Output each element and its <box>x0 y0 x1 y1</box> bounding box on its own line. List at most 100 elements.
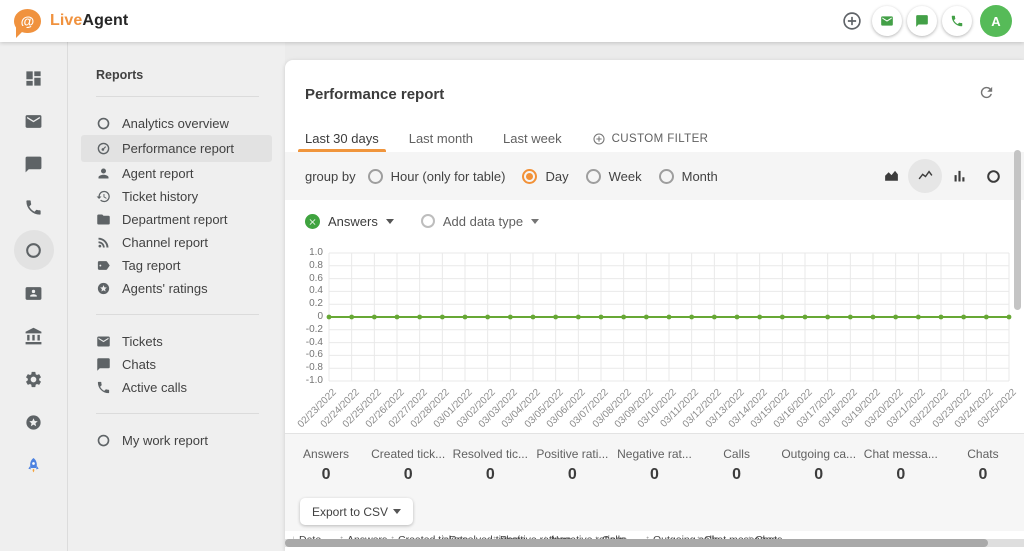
tab-last-30-days[interactable]: Last 30 days <box>298 125 386 152</box>
remove-series-button[interactable] <box>305 213 320 229</box>
stat-calls: Calls 0 <box>696 447 778 484</box>
star-circle-icon <box>24 413 43 432</box>
stat-value: 0 <box>485 466 495 483</box>
horizontal-scrollbar-thumb[interactable] <box>285 539 988 547</box>
sidebar-item-chats[interactable]: Chats <box>81 353 272 376</box>
radio-month[interactable]: Month <box>658 168 718 184</box>
tab-custom-filter[interactable]: CUSTOM FILTER <box>592 125 709 152</box>
sidebar-item-department-report[interactable]: Department report <box>81 208 272 231</box>
series-chip-label[interactable]: Answers <box>328 213 378 229</box>
radio-label: Day <box>545 168 569 184</box>
tab-label: CUSTOM FILTER <box>611 132 709 145</box>
rail-item-tickets[interactable] <box>14 101 54 141</box>
stat-value: 0 <box>650 466 659 483</box>
rail-item-calls[interactable] <box>14 187 54 227</box>
stat-outgoing-calls: Outgoing ca... 0 <box>778 447 860 484</box>
tab-last-week[interactable]: Last week <box>503 131 562 146</box>
refresh-button[interactable] <box>978 84 998 104</box>
radio-week[interactable]: Week <box>585 168 642 184</box>
radio-icon[interactable] <box>367 168 383 184</box>
y-axis-tick-label: 0.8 <box>309 259 323 271</box>
sidebar-item-tag-report[interactable]: Tag report <box>81 254 272 277</box>
rail-item-company[interactable] <box>14 316 54 356</box>
rail-item-dashboard[interactable] <box>14 58 54 98</box>
user-avatar[interactable]: A <box>980 5 1012 37</box>
topbar-actions: A <box>837 5 1012 37</box>
chevron-down-icon[interactable] <box>385 218 394 224</box>
summary-stats-band: Answers 0 Created tick... 0 Resolved tic..… <box>285 433 1024 531</box>
sidebar-item-tickets[interactable]: Tickets <box>81 330 272 353</box>
create-new-button[interactable] <box>837 6 867 36</box>
sidebar-item-label: Analytics overview <box>122 116 229 131</box>
ring-icon <box>96 433 111 448</box>
radio-day[interactable]: Day <box>522 168 569 184</box>
y-axis-tick-label: 0 <box>317 311 323 322</box>
divider <box>96 96 259 97</box>
stat-value: 0 <box>567 466 577 483</box>
envelope-icon <box>880 14 894 28</box>
add-data-type-button[interactable]: Add data type <box>420 214 540 229</box>
rail-item-reports[interactable] <box>13 230 54 270</box>
stat-label: Resolved tic... <box>452 447 528 461</box>
gauge-icon <box>96 141 111 156</box>
bar-chart-button[interactable] <box>942 159 976 193</box>
radio-selected-icon[interactable] <box>522 168 538 184</box>
new-ticket-button[interactable] <box>872 6 902 36</box>
sidebar-item-my-work-report[interactable]: My work report <box>81 429 272 452</box>
sidebar-item-active-calls[interactable]: Active calls <box>81 376 272 399</box>
stat-label: Negative rat... <box>617 447 692 461</box>
sidebar-item-agent-report[interactable]: Agent report <box>81 162 272 185</box>
vertical-scrollbar-thumb[interactable] <box>1014 150 1021 310</box>
envelope-icon <box>24 112 43 131</box>
sidebar-item-channel-report[interactable]: Channel report <box>81 231 272 254</box>
stat-label: Calls <box>723 447 750 461</box>
stat-chat-messages: Chat messa... 0 <box>860 447 942 484</box>
sidebar-item-label: Performance report <box>122 141 234 156</box>
sidebar-item-label: Department report <box>122 212 228 227</box>
close-icon <box>308 217 317 226</box>
sidebar-item-label: Tag report <box>122 258 181 273</box>
line-chart-button[interactable] <box>908 159 942 193</box>
gear-icon <box>24 370 43 389</box>
stat-answers: Answers 0 <box>285 447 367 484</box>
plus-circle-icon <box>592 132 606 146</box>
sidebar-item-ticket-history[interactable]: Ticket history <box>81 185 272 208</box>
tab-last-month[interactable]: Last month <box>408 131 474 146</box>
reports-ring-icon <box>24 241 43 260</box>
new-call-button[interactable] <box>942 6 972 36</box>
export-to-csv-button[interactable]: Export to CSV <box>300 498 414 525</box>
sidebar-item-label: Active calls <box>122 380 188 395</box>
dashboard-grid-icon <box>24 69 43 88</box>
brand-name: LiveAgent <box>50 12 128 30</box>
sidebar-item-label: Ticket history <box>122 189 199 204</box>
rail-item-gamification[interactable] <box>14 402 54 442</box>
stat-label: Created tick... <box>371 447 446 461</box>
rail-item-getting-started[interactable] <box>14 445 54 485</box>
chart-plot <box>326 252 1012 382</box>
chart-x-axis: 02/23/2022 02/24/2022 02/25/2022 02/26/2022… <box>296 385 1019 435</box>
rail-item-chats[interactable] <box>14 144 54 184</box>
area-chart-button[interactable] <box>874 159 908 193</box>
radio-icon[interactable] <box>585 168 601 184</box>
sidebar-item-label: My work report <box>122 433 208 448</box>
rail-item-settings[interactable] <box>14 359 54 399</box>
divider <box>96 413 259 414</box>
horizontal-scrollbar[interactable] <box>285 539 1024 547</box>
y-axis-tick-label: 0.2 <box>309 298 323 310</box>
rail-item-contacts[interactable] <box>14 273 54 313</box>
stat-label: Chats <box>967 447 999 461</box>
y-axis-tick-label: -0.4 <box>305 336 323 348</box>
y-axis-tick-label: -1.0 <box>305 375 323 386</box>
icon-rail <box>0 42 68 551</box>
sidebar-item-agents-ratings[interactable]: Agents' ratings <box>81 277 272 300</box>
sidebar-item-analytics-overview[interactable]: Analytics overview <box>81 112 272 135</box>
radio-hour[interactable]: Hour (only for table) <box>367 168 505 184</box>
area-chart-icon <box>883 168 900 185</box>
series-legend-row: Answers Add data type <box>305 210 540 232</box>
stat-label: Outgoing ca... <box>781 447 857 461</box>
donut-chart-button[interactable] <box>976 159 1010 193</box>
radio-icon[interactable] <box>658 168 674 184</box>
liveagent-logo[interactable]: @ LiveAgent <box>14 9 128 38</box>
new-chat-button[interactable] <box>907 6 937 36</box>
sidebar-item-performance-report[interactable]: Performance report <box>81 135 272 162</box>
